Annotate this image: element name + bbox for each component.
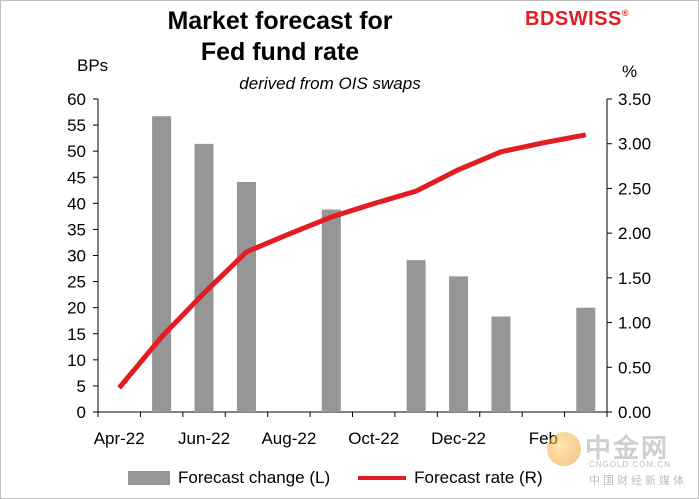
- left-tick-label: 50: [67, 142, 86, 161]
- right-tick-label: 0.00: [618, 403, 651, 422]
- legend-bar-label: Forecast change (L): [178, 468, 331, 487]
- bar: [449, 276, 469, 412]
- right-tick-label: 3.50: [618, 90, 651, 109]
- chart-title-line1: Market forecast for: [167, 7, 393, 35]
- right-axis-unit: %: [622, 62, 638, 81]
- left-tick-label: 40: [67, 194, 86, 213]
- bar: [321, 209, 341, 412]
- legend-line-label: Forecast rate (R): [414, 468, 543, 487]
- bar: [406, 260, 426, 412]
- left-tick-label: 0: [77, 403, 86, 422]
- left-tick-label: 15: [67, 325, 86, 344]
- chart-title: Market forecast for Fed fund rate: [0, 6, 560, 68]
- right-tick-label: 2.50: [618, 179, 651, 198]
- legend-line-swatch: [358, 476, 407, 480]
- watermark: 中金网 CNGOLD.COM.CN 中国财经新媒体: [545, 428, 695, 488]
- watermark-text: 中金网: [585, 433, 670, 463]
- x-tick-label: Aug-22: [261, 429, 316, 448]
- bar: [236, 181, 256, 412]
- legend-bar-swatch: [128, 471, 170, 485]
- right-tick-label: 2.00: [618, 224, 651, 243]
- brand-name-part2: SWISS: [554, 8, 622, 30]
- chart-subtitle: derived from OIS swaps: [239, 74, 421, 93]
- left-tick-label: 60: [67, 90, 86, 109]
- bar: [152, 116, 172, 412]
- right-tick-label: 1.50: [618, 269, 651, 288]
- x-tick-label: Dec-22: [431, 429, 486, 448]
- chart-title-line2: Fed fund rate: [200, 38, 360, 66]
- right-tick-label: 3.00: [618, 135, 651, 154]
- x-tick-label: Apr-22: [94, 429, 145, 448]
- series-line: [117, 132, 587, 390]
- brand-registered-mark: ®: [621, 8, 629, 18]
- right-tick-label: 1.00: [618, 314, 651, 333]
- bar: [194, 143, 214, 412]
- brand-logo: BDSWISS®: [525, 8, 629, 31]
- watermark-subtext: 中国财经新媒体: [589, 475, 687, 487]
- right-tick-label: 0.50: [618, 358, 651, 377]
- left-tick-label: 30: [67, 247, 86, 266]
- left-tick-label: 10: [67, 351, 86, 370]
- left-tick-label: 45: [67, 168, 86, 187]
- left-axis-unit: BPs: [77, 56, 109, 75]
- left-tick-label: 35: [67, 220, 86, 239]
- x-tick-label: Jun-22: [178, 429, 230, 448]
- left-tick-label: 5: [77, 377, 86, 396]
- watermark-url: CNGOLD.COM.CN: [589, 460, 671, 469]
- bar: [576, 307, 596, 412]
- left-tick-label: 55: [67, 116, 86, 135]
- left-tick-label: 20: [67, 299, 86, 318]
- watermark-logo-icon: [547, 432, 581, 466]
- brand-name-part1: BD: [525, 8, 555, 30]
- left-tick-label: 25: [67, 273, 86, 292]
- bar: [491, 316, 511, 412]
- x-tick-label: Oct-22: [348, 429, 399, 448]
- legend: Forecast change (L) Forecast rate (R): [128, 468, 543, 488]
